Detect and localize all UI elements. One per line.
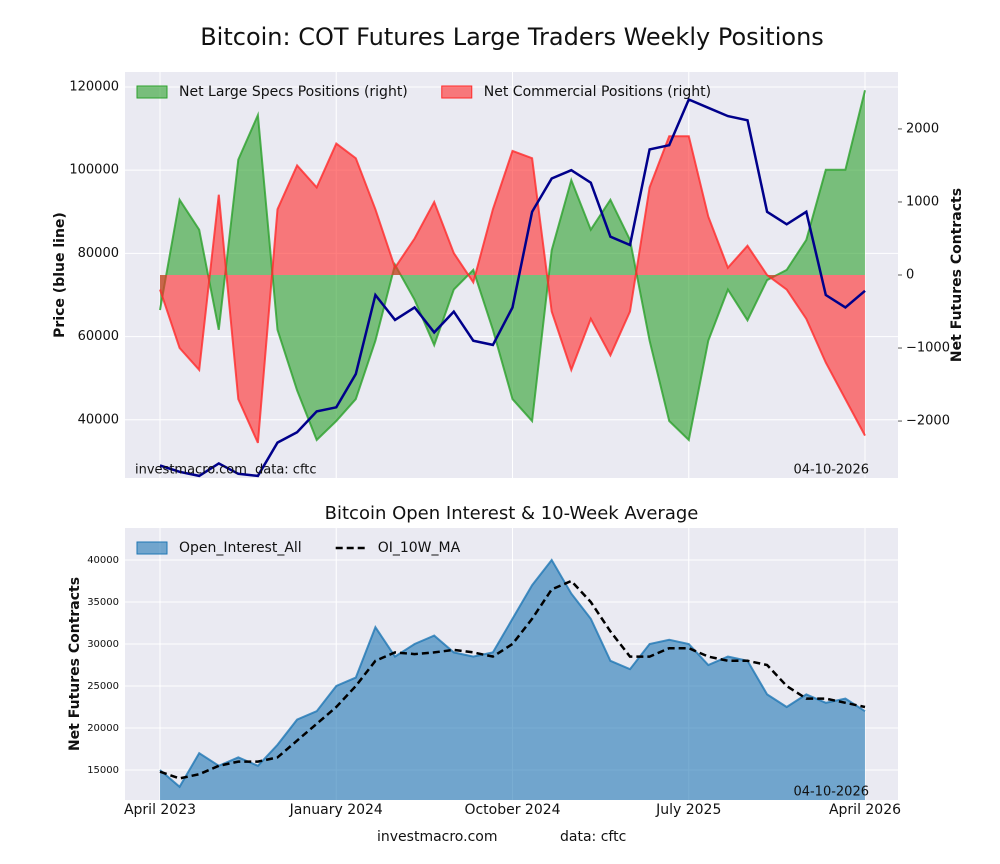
y2-tick-label: −2000 [906, 414, 950, 429]
y-tick-label: 80000 [78, 246, 119, 261]
y-tick-label: 25000 [87, 681, 119, 692]
x-tick-label: January 2024 [289, 802, 383, 818]
y2-tick-label: 2000 [906, 121, 939, 136]
legend-label: Net Large Specs Positions (right) [179, 84, 408, 100]
legend-swatch [441, 85, 473, 99]
y-tick-label: 40000 [87, 555, 119, 566]
area-fill [160, 136, 865, 443]
y2-tick-label: −1000 [906, 341, 950, 356]
y-tick-label: 30000 [87, 639, 119, 650]
legend-swatch [136, 85, 168, 99]
y-axis-label: Price (blue line) [52, 212, 68, 338]
figure-title: Bitcoin: COT Futures Large Traders Weekl… [200, 23, 824, 51]
y-tick-label: 120000 [69, 79, 119, 94]
annotation: 04-10-2026 [793, 785, 869, 800]
area-fill [160, 90, 865, 441]
footer-text: data: cftc [560, 829, 626, 845]
area-line [159, 90, 866, 442]
annotation: 04-10-2026 [793, 463, 869, 478]
annotation: data: cftc [255, 463, 317, 478]
y2-tick-label: 1000 [906, 194, 939, 209]
area-line [159, 135, 866, 444]
y-tick-label: 40000 [78, 412, 119, 427]
x-tick-label: July 2025 [655, 802, 721, 818]
footer-text: investmacro.com [377, 829, 497, 845]
y-tick-label: 20000 [87, 723, 119, 734]
area-fill [160, 560, 865, 800]
y-tick-label: 100000 [69, 163, 119, 178]
line [159, 97, 866, 478]
annotation: investmacro.com [135, 463, 247, 478]
y-axis-label: Net Futures Contracts [67, 577, 83, 751]
line [159, 579, 866, 780]
legend-label: Net Commercial Positions (right) [484, 84, 711, 100]
legend-label: Open_Interest_All [179, 540, 302, 556]
legend-swatch [136, 541, 168, 555]
y-tick-label: 60000 [78, 329, 119, 344]
x-tick-label: April 2026 [829, 802, 901, 818]
y2-tick-label: 0 [906, 268, 914, 283]
x-tick-label: October 2024 [464, 802, 560, 818]
legend-label: OI_10W_MA [378, 540, 461, 556]
x-tick-label: April 2023 [124, 802, 196, 818]
y-tick-label: 35000 [87, 597, 119, 608]
y-tick-label: 15000 [87, 765, 119, 776]
y2-axis-label: Net Futures Contracts [949, 188, 965, 362]
subplot-title: Bitcoin Open Interest & 10-Week Average [325, 503, 699, 524]
